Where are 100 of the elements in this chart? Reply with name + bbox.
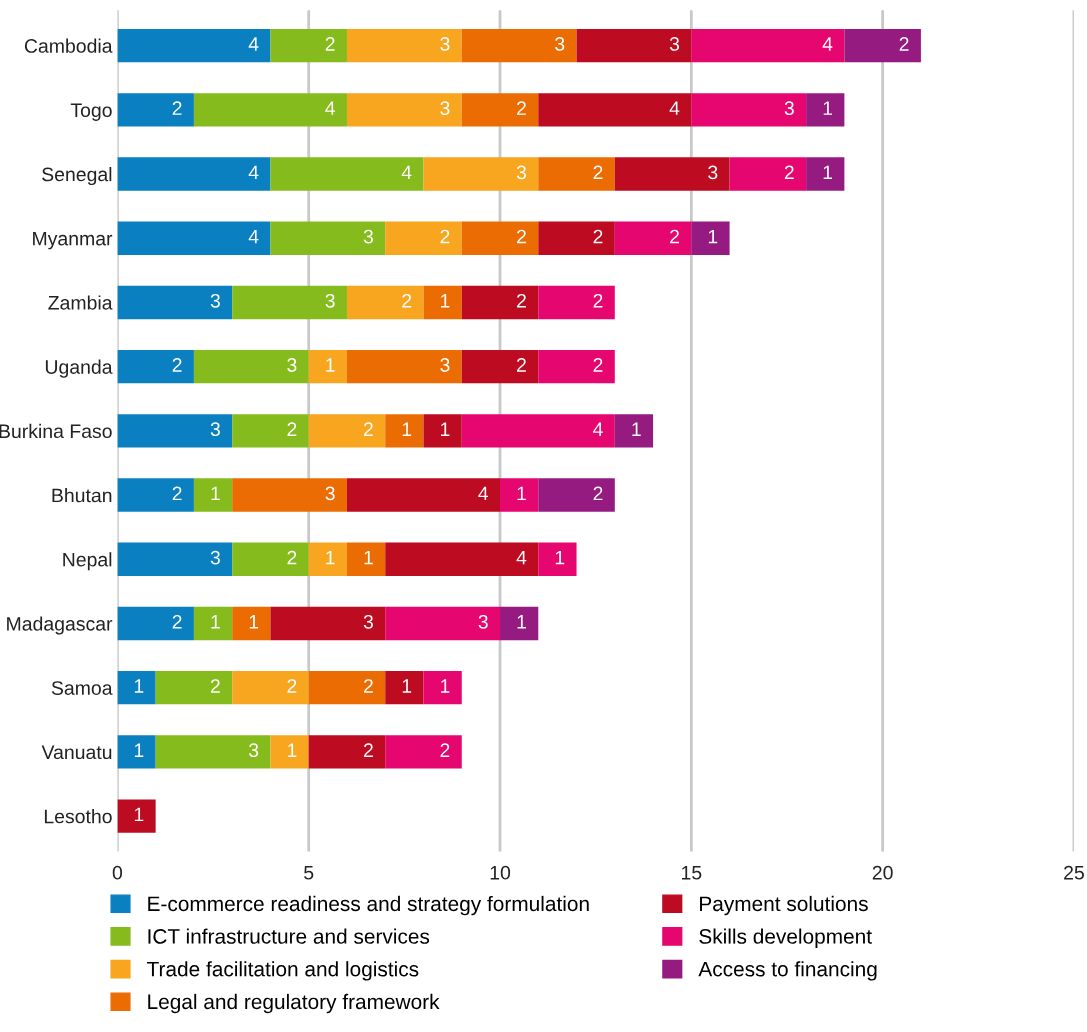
data-label: 3 — [325, 486, 335, 501]
data-label: 3 — [440, 37, 450, 51]
bar — [538, 285, 615, 320]
data-label: 3 — [363, 614, 373, 629]
bar — [193, 93, 347, 127]
legend-label: Access to financing — [698, 961, 877, 981]
bar — [346, 349, 462, 384]
data-label: 2 — [363, 679, 373, 693]
data-label: 1 — [708, 229, 718, 244]
bar — [538, 221, 615, 255]
data-label: 1 — [632, 422, 641, 436]
data-label: 1 — [287, 743, 297, 757]
data-label: 2 — [517, 358, 526, 372]
data-label: 4 — [516, 550, 527, 565]
bar — [614, 414, 654, 448]
data-label: 3 — [210, 550, 220, 565]
data-label: 2 — [784, 165, 794, 180]
data-label: 2 — [287, 679, 297, 693]
bar — [423, 285, 462, 320]
data-label: 1 — [326, 550, 335, 565]
y-tick-label: Lesotho — [44, 809, 112, 824]
data-label: 2 — [517, 101, 526, 115]
bar — [155, 670, 233, 705]
y-tick-label: Nepal — [63, 552, 112, 571]
x-tick-label: 5 — [304, 866, 314, 880]
data-label: 2 — [593, 165, 603, 180]
legend-label: E-commerce readiness and strategy formulation — [148, 895, 589, 916]
bar — [461, 349, 539, 384]
data-label: 2 — [210, 679, 220, 693]
data-label: 2 — [172, 358, 182, 372]
x-tick-label: 0 — [112, 865, 123, 880]
data-label: 3 — [248, 743, 259, 758]
y-tick-label: Samoa — [51, 681, 113, 695]
bar — [423, 157, 539, 191]
data-label: 4 — [822, 37, 833, 51]
legend-label: Payment solutions — [700, 895, 868, 916]
y-tick-label: Vanuatu — [41, 745, 112, 760]
y-tick-label: Bhutan — [52, 488, 112, 503]
bar — [538, 349, 615, 384]
bar — [308, 542, 347, 576]
bar — [423, 670, 462, 705]
data-label: 2 — [172, 614, 182, 629]
data-label: 2 — [363, 743, 373, 757]
data-label: 3 — [555, 37, 565, 51]
data-label: 3 — [440, 101, 450, 116]
data-label: 2 — [670, 229, 679, 244]
bar — [729, 157, 807, 191]
bar — [155, 735, 271, 769]
bar — [691, 28, 845, 63]
bar — [270, 157, 424, 191]
data-label: 3 — [363, 229, 373, 244]
bar — [346, 542, 386, 576]
data-label: 1 — [441, 294, 450, 308]
data-label: 3 — [478, 614, 488, 629]
data-label: 1 — [517, 486, 526, 501]
bar — [500, 606, 539, 641]
bar — [117, 93, 194, 127]
data-label: 2 — [440, 743, 450, 757]
bar — [270, 221, 386, 255]
bar — [117, 414, 233, 448]
data-label: 1 — [402, 422, 412, 436]
data-label: 1 — [249, 615, 259, 629]
bar — [385, 542, 539, 576]
data-label: 1 — [326, 358, 335, 372]
data-label: 2 — [440, 229, 450, 244]
data-label: 1 — [211, 486, 220, 501]
data-label: 1 — [555, 550, 565, 565]
bar — [117, 28, 271, 63]
data-label: 1 — [134, 807, 144, 822]
data-label: 3 — [440, 358, 450, 372]
data-label: 2 — [325, 37, 335, 51]
bar — [461, 93, 539, 127]
bar — [806, 157, 845, 191]
bar — [614, 157, 730, 191]
bar — [232, 542, 309, 576]
bar — [308, 349, 347, 384]
y-tick-label: Madagascar — [7, 616, 113, 635]
bar — [270, 735, 309, 769]
data-label: 1 — [517, 615, 526, 629]
data-label: 1 — [441, 422, 450, 436]
data-label: 4 — [478, 486, 489, 501]
bar — [844, 28, 921, 63]
bar — [538, 478, 615, 512]
bar — [385, 414, 424, 448]
bar — [232, 414, 309, 448]
data-label: 3 — [210, 293, 220, 308]
bar — [806, 93, 845, 127]
bar — [538, 157, 615, 191]
bar — [461, 28, 577, 63]
data-label: 1 — [441, 679, 450, 693]
bar — [500, 478, 539, 512]
legend-label: Trade facilitation and logistics — [147, 961, 419, 981]
data-label: 3 — [784, 101, 794, 116]
bar — [614, 221, 692, 255]
data-label: 2 — [287, 550, 297, 565]
bar — [461, 414, 615, 448]
y-tick-label: Senegal — [42, 167, 112, 186]
data-label: 3 — [210, 422, 220, 437]
bar — [117, 670, 156, 705]
bar — [193, 349, 309, 384]
